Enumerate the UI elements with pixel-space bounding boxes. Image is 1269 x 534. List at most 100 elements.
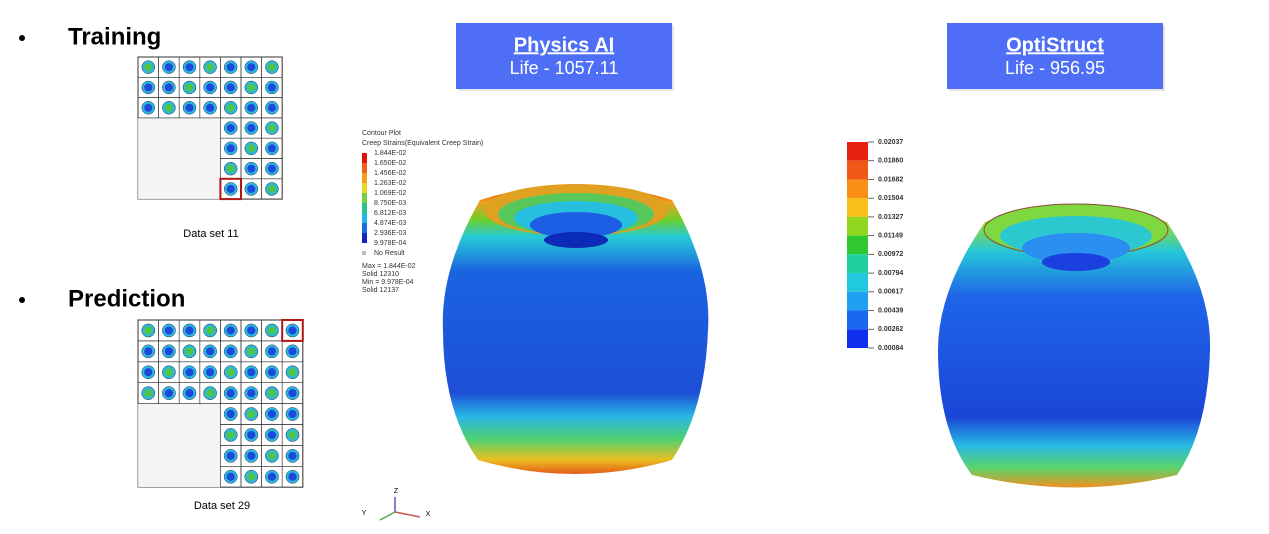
legend-swatch (362, 163, 367, 173)
thumbnail-core (288, 368, 297, 377)
header-life: Life - 956.95 (1005, 58, 1105, 78)
thumbnail-core (267, 63, 276, 72)
section-title: Prediction (68, 285, 185, 312)
legend-swatch (847, 235, 868, 255)
legend-swatch (847, 310, 868, 330)
thumbnail-core (144, 368, 153, 377)
thumbnail-core (164, 103, 173, 112)
legend-label: 8.750E-03 (374, 200, 406, 207)
legend-swatch (847, 160, 868, 180)
thumbnail-core (185, 326, 194, 335)
legend-swatch (362, 223, 367, 233)
highlight-box (219, 177, 242, 201)
legend-stat: Min = 9.978E-04 (362, 279, 414, 286)
blank-area (137, 117, 221, 200)
thumbnail-core (267, 184, 276, 194)
legend-label: 9.978E-04 (374, 240, 406, 247)
thumbnail-core (247, 123, 256, 133)
legend-title: Contour Plot (362, 130, 401, 137)
header-box (456, 23, 672, 89)
caption: Data set 11 (183, 228, 238, 240)
legend-swatch (362, 173, 367, 183)
barrel-model (442, 184, 709, 474)
thumbnail-core (267, 164, 276, 173)
legend-label: 0.02037 (878, 139, 903, 146)
legend-swatch (362, 183, 367, 193)
thumbnail-core (144, 103, 153, 112)
legend-label: 1.263E-02 (374, 180, 406, 187)
thumbnail-core (226, 144, 235, 153)
legend-swatch (847, 291, 868, 311)
thumbnail-core (226, 347, 235, 356)
legend-swatch (362, 213, 367, 223)
thumbnail-core (247, 164, 256, 173)
thumbnail-core (144, 326, 153, 335)
blank-area (137, 403, 221, 488)
thumbnail-core (205, 389, 215, 398)
thumbnail-core (226, 368, 235, 377)
thumbnail-core (226, 63, 235, 72)
legend-swatch (362, 193, 367, 203)
legend-subtitle: Creep Strains(Equivalent Creep Strain) (362, 140, 483, 147)
legend-label: 0.00794 (878, 270, 903, 277)
thumbnail-core (288, 347, 297, 356)
thumbnail-core (267, 430, 277, 440)
legend: 0.02037 0.01860 0.01682 0.01504 0.01327 0.011… (847, 139, 903, 352)
thumbnail-core (288, 472, 297, 481)
legend-stat: Solid 12310 (362, 271, 399, 278)
thumbnail-core (267, 389, 277, 398)
thumbnail-core (288, 451, 297, 460)
thumbnail-core (247, 409, 256, 419)
thumbnail-core (164, 368, 174, 377)
thumbnail-core (226, 451, 235, 460)
legend-swatch (362, 153, 367, 163)
thumbnail-core (164, 326, 174, 335)
legend-swatch (847, 216, 868, 236)
thumbnail-core (267, 451, 277, 460)
legend-label: 6.812E-03 (374, 210, 406, 217)
legend-label: 0.01149 (878, 232, 903, 239)
thumbnail-core (267, 103, 276, 112)
thumbnail-core (267, 83, 276, 92)
thumbnail-grid (137, 56, 283, 201)
thumbnail-core (226, 184, 235, 194)
thumbnail-core (226, 409, 235, 419)
thumbnail-core (164, 63, 173, 72)
legend-label: 0.01682 (878, 176, 903, 183)
thumbnail-core (185, 347, 194, 356)
thumbnail-core (247, 472, 256, 481)
thumbnail-core (267, 347, 277, 356)
thumbnail-core (206, 63, 215, 72)
legend-swatch (847, 254, 868, 274)
thumbnail-core (267, 144, 276, 153)
thumbnail-core (247, 368, 256, 377)
thumbnail-core (164, 83, 173, 92)
legend-swatch (847, 142, 868, 161)
thumbnail-core (226, 83, 235, 92)
legend-label: 1.844E-02 (374, 150, 406, 157)
legend-swatch (362, 203, 367, 213)
legend-label: 0.00084 (878, 345, 903, 352)
thumbnail-core (206, 83, 215, 92)
thumbnail-core (247, 63, 256, 72)
thumbnail-core (226, 123, 235, 133)
thumbnail-core (226, 326, 235, 335)
legend-stat: Max = 1.844E-02 (362, 263, 416, 270)
legend-label: 0.00262 (878, 326, 903, 333)
legend-swatch (847, 329, 868, 348)
thumbnail-core (185, 83, 194, 92)
thumbnail-core (226, 389, 235, 398)
thumbnail-core (288, 389, 297, 398)
thumbnail-core (205, 347, 215, 356)
thumbnail-core (247, 83, 256, 92)
thumbnail-core (288, 430, 297, 440)
legend-label: 0.01504 (878, 195, 903, 202)
thumbnail-core (247, 144, 256, 153)
thumbnail-core (247, 389, 256, 398)
legend-label: 0.00972 (878, 251, 903, 258)
barrel-model (938, 203, 1211, 488)
axis-label: X (426, 511, 431, 518)
thumbnail-core (226, 472, 235, 481)
legend-label: 4.874E-03 (374, 220, 406, 227)
